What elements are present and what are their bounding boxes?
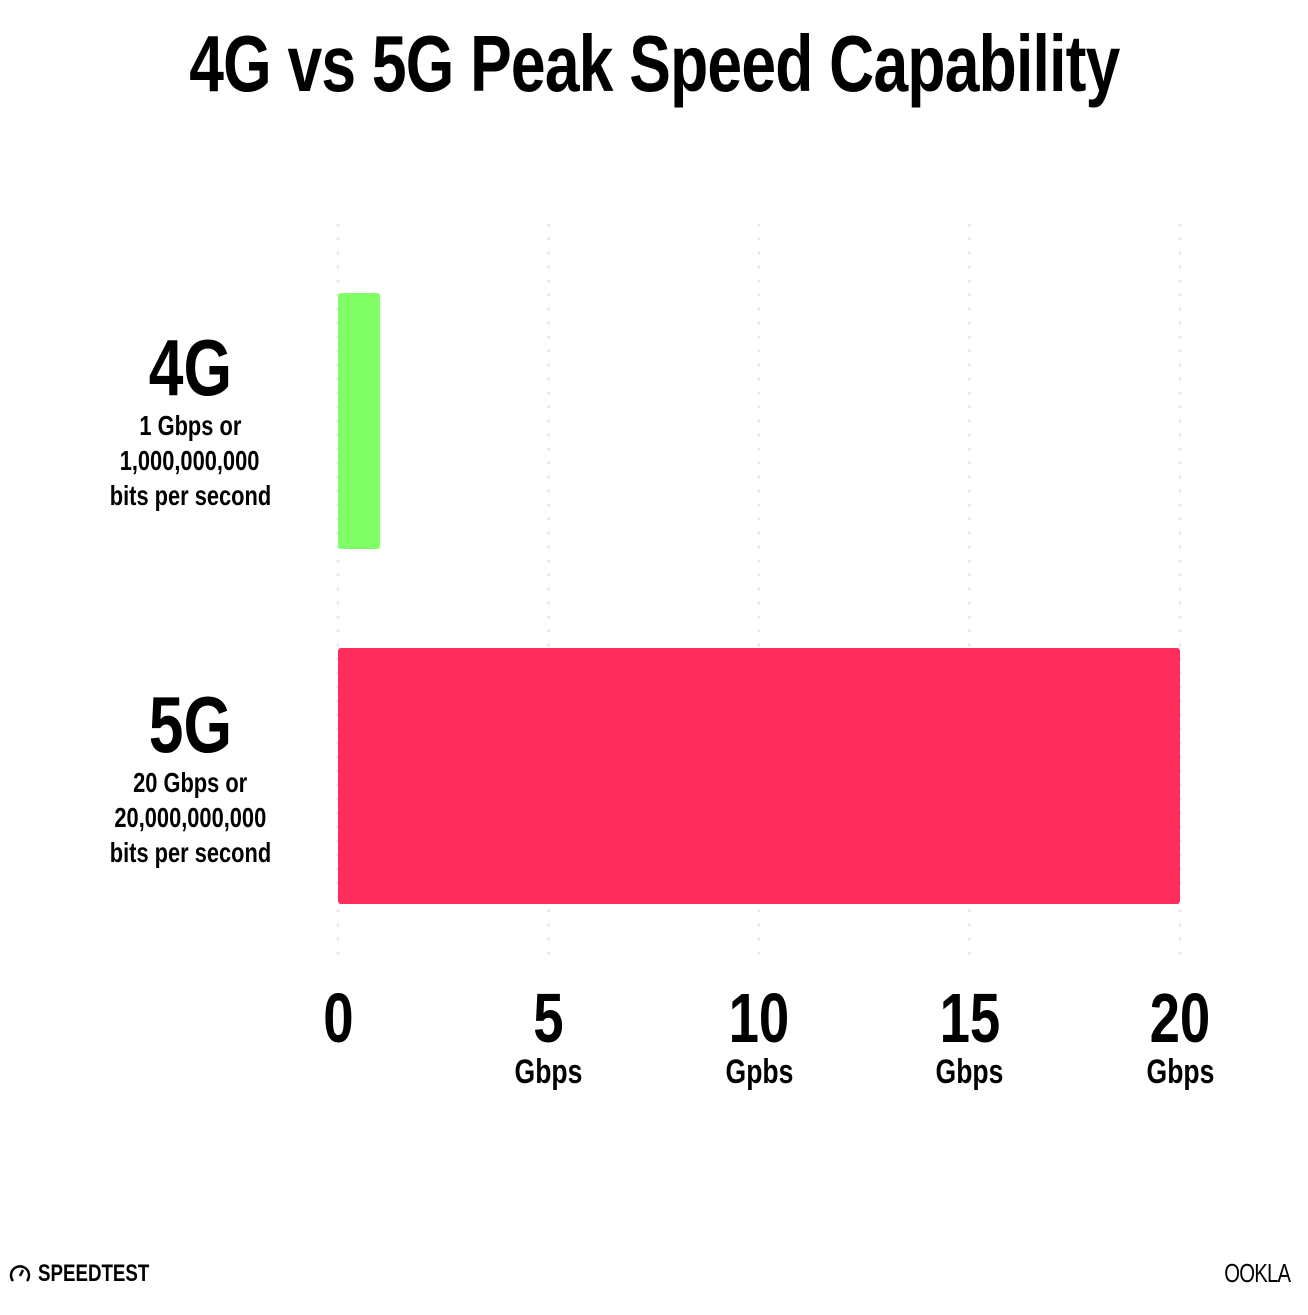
x-tick-label: 5 Gbps: [514, 979, 583, 1091]
category-label-5g: 5G 20 Gbps or 20,000,000,000 bits per se…: [109, 680, 271, 869]
chart-title: 4G vs 5G Peak Speed Capability: [188, 19, 1120, 108]
category-label-4g: 4G 1 Gbps or 1,000,000,000 bits per seco…: [109, 323, 271, 512]
speedometer-icon: [9, 1265, 31, 1282]
ookla-logo: OOKLA: [1224, 1258, 1292, 1288]
x-tick-label: 15 Gbps: [935, 979, 1004, 1091]
speedtest-logo: SPEEDTEST: [8, 1260, 181, 1288]
x-tick-label: 0: [322, 979, 354, 1057]
x-tick-label: 20 Gbps: [1146, 979, 1214, 1091]
bar-5g: [338, 648, 1180, 904]
bar-4g: [338, 293, 381, 549]
x-tick-label: 10 Gpbs: [725, 979, 793, 1091]
